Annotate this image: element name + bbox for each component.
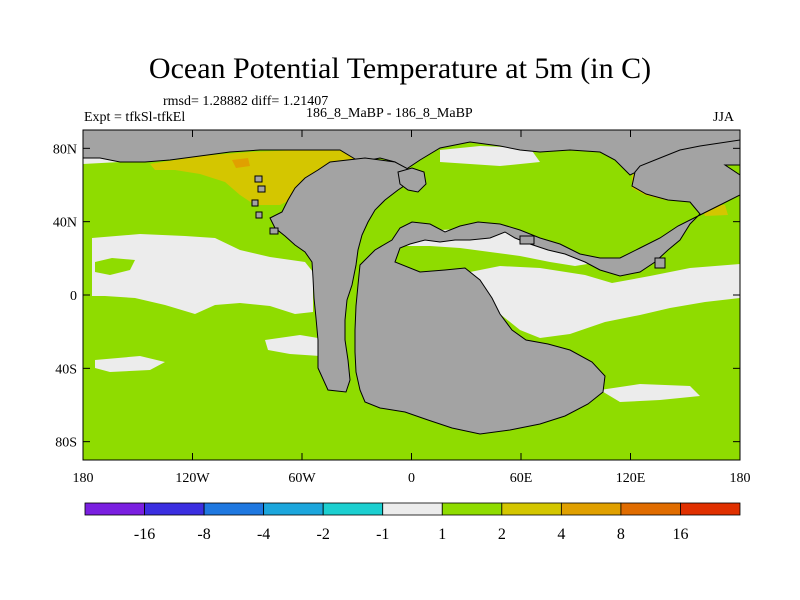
colorbar-swatch	[322, 502, 384, 516]
stats-text: rmsd= 1.28882 diff= 1.21407	[163, 94, 329, 109]
experiment-label: Expt = tfkSl-tfkEl	[84, 110, 186, 125]
lat-tick-label: 40S	[55, 362, 77, 377]
colorbar-label: 16	[672, 526, 688, 543]
colorbar-swatch	[620, 502, 681, 516]
lat-tick-label: 40N	[53, 216, 77, 231]
near-zero-patch-southwest	[95, 356, 165, 372]
comparison-label: 186_8_MaBP - 186_8_MaBP	[306, 106, 473, 121]
land-small-island-7	[654, 257, 666, 269]
colorbar-swatch	[560, 502, 622, 516]
colorbar-swatch	[382, 502, 443, 516]
colorbar-label: -2	[317, 526, 330, 543]
lon-tick-label: 180	[73, 471, 94, 486]
plot-title: Ocean Potential Temperature at 5m (in C)	[148, 52, 652, 85]
land-north-america	[269, 157, 411, 393]
near-zero-patch-west	[95, 258, 135, 275]
lon-tick-label: 120W	[175, 471, 210, 486]
colorbar-swatch	[263, 502, 324, 516]
lat-tick-label: 0	[70, 289, 77, 304]
colorbar-swatch	[144, 502, 205, 516]
lon-tick-label: 120E	[616, 471, 646, 486]
colorbar-label: -16	[134, 526, 155, 543]
near-zero-band-east-pacific	[92, 234, 313, 314]
colorbar-swatch	[441, 502, 503, 516]
land-small-island-3	[251, 199, 259, 207]
lon-tick-label: 180	[730, 471, 751, 486]
axis-ticks: 80N 40N 0 40S 80S 180 120W 60W 0 60E 120E 180	[53, 130, 751, 486]
colorbar-swatch	[84, 502, 145, 516]
colorbar-label: 8	[617, 526, 625, 543]
lon-tick-label: 0	[408, 471, 415, 486]
colorbar-label: -4	[257, 526, 270, 543]
warm-patch-north-pacific	[232, 158, 250, 168]
map-panel	[83, 130, 740, 460]
colorbar: -16 -8 -4 -2 -1 1 2 4 8 16	[84, 502, 741, 543]
season-label: JJA	[713, 110, 735, 125]
land-small-island-2	[257, 185, 266, 193]
land-small-island-4	[255, 211, 263, 219]
colorbar-label: -1	[376, 526, 389, 543]
lat-tick-label: 80S	[55, 436, 77, 451]
near-zero-patch-arctic	[440, 146, 540, 166]
near-zero-patch-southeast	[600, 384, 700, 402]
colorbar-swatch	[501, 502, 562, 516]
land-small-island-5	[269, 227, 279, 235]
colorbar-swatch	[203, 502, 265, 516]
land-main-continent	[354, 139, 740, 435]
lat-tick-label: 80N	[53, 142, 77, 157]
colorbar-label: 4	[557, 526, 565, 543]
lon-tick-label: 60W	[288, 471, 316, 486]
colorbar-label: -8	[197, 526, 210, 543]
land-greenland	[397, 167, 427, 193]
near-zero-band-indian-ocean	[470, 264, 740, 338]
land-small-island-1	[254, 175, 263, 183]
colorbar-swatch	[680, 502, 741, 516]
colorbar-label: 1	[438, 526, 446, 543]
lon-tick-label: 60E	[510, 471, 533, 486]
colorbar-label: 2	[498, 526, 506, 543]
land-small-island-6	[519, 235, 535, 245]
